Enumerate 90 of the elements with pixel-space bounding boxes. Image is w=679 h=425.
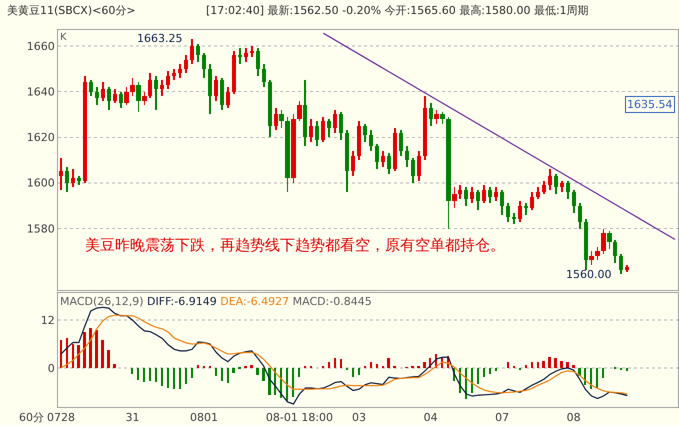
bar (602, 368, 604, 378)
bar (560, 361, 563, 368)
x-tick-label: 03 (352, 411, 366, 424)
bar (72, 344, 74, 368)
bar (489, 368, 491, 374)
bar (107, 350, 110, 368)
bar (155, 368, 157, 382)
y-tick-label: 1580 (26, 222, 55, 236)
annotation: 美豆昨晚震荡下跌，再趋势线下趋势都看空，原有空单都持仓。 (85, 236, 505, 254)
text: 60分 (19, 411, 44, 424)
bar (495, 368, 497, 372)
y-tick-label: 1640 (26, 85, 55, 98)
annotation: MACD:-0.8445 (292, 295, 372, 308)
bar (298, 368, 300, 378)
bar (95, 330, 98, 368)
bar (66, 338, 68, 368)
bar (596, 368, 598, 388)
y-tick-label: 1600 (26, 176, 55, 190)
bar (227, 368, 229, 384)
bar (626, 368, 628, 372)
text: DEA:-6.4927 (220, 295, 290, 308)
y-tick-label: 0 (48, 362, 55, 375)
bar (221, 368, 223, 382)
chart-title: MACD(26,12,9) (60, 295, 144, 308)
x-tick-label: 08-01 18:00 (266, 411, 334, 424)
bar (161, 368, 163, 386)
bar (531, 362, 533, 368)
bar (256, 368, 259, 376)
bar (387, 358, 390, 368)
y-tick-label: 1620 (26, 131, 55, 144)
bar (83, 332, 86, 368)
bar (292, 368, 294, 398)
bar (173, 368, 175, 390)
bar (334, 358, 336, 368)
x-tick-label: 0728 (46, 411, 75, 424)
bar (423, 362, 426, 368)
chart-subtitle: [17:02:40] 最新:1562.50 -0.20% 今开:1565.60 最高:1580.00 最低:1周期 (206, 4, 589, 17)
bar (542, 361, 545, 368)
bar (370, 362, 372, 368)
bar (572, 365, 575, 368)
bar (286, 368, 288, 402)
bar (137, 368, 139, 380)
bar (477, 368, 479, 384)
x-tick-label: 31 (126, 411, 140, 424)
x-tick-label: 04 (424, 411, 438, 424)
x-tick-label: 07 (495, 411, 510, 424)
bar (60, 340, 62, 368)
series-label: DIFF:-6.9149 (147, 295, 217, 308)
bar (149, 368, 151, 382)
bar (507, 362, 509, 368)
bar (590, 368, 592, 390)
bar (483, 368, 485, 378)
y-tick-label: 1660 (26, 40, 55, 53)
bar (566, 362, 569, 368)
bar (268, 368, 271, 396)
bar (89, 328, 92, 368)
bar (77, 345, 80, 368)
bar (101, 340, 104, 368)
annotation: 1560.00 (566, 268, 612, 281)
chart-title: 美黄豆11(SBCX)<60分> (7, 4, 136, 17)
annotation: K (60, 32, 67, 43)
bar (525, 365, 527, 368)
bar (197, 365, 199, 368)
line-series (60, 314, 628, 395)
bar (232, 368, 235, 374)
bar (471, 368, 473, 394)
bar (537, 362, 539, 368)
bar (352, 368, 354, 378)
bar (340, 359, 342, 368)
bar (131, 368, 133, 374)
bar (262, 368, 265, 382)
bar (328, 362, 330, 368)
bar (185, 368, 187, 384)
bar (179, 368, 181, 390)
bar (554, 358, 557, 368)
bar (167, 368, 169, 388)
bar (358, 368, 360, 376)
bar (143, 368, 145, 382)
line-series (60, 306, 628, 405)
bar (250, 365, 253, 368)
annotation: 1663.25 (137, 32, 182, 45)
bar (113, 364, 116, 368)
bar (376, 364, 378, 368)
bar (191, 368, 193, 378)
bar (215, 368, 217, 376)
annotation: 1635.54 (627, 98, 672, 111)
y-tick-label: 12 (40, 314, 55, 327)
x-tick-label: 0801 (190, 411, 218, 424)
bar (548, 357, 551, 368)
x-tick-label: 08 (566, 411, 581, 424)
